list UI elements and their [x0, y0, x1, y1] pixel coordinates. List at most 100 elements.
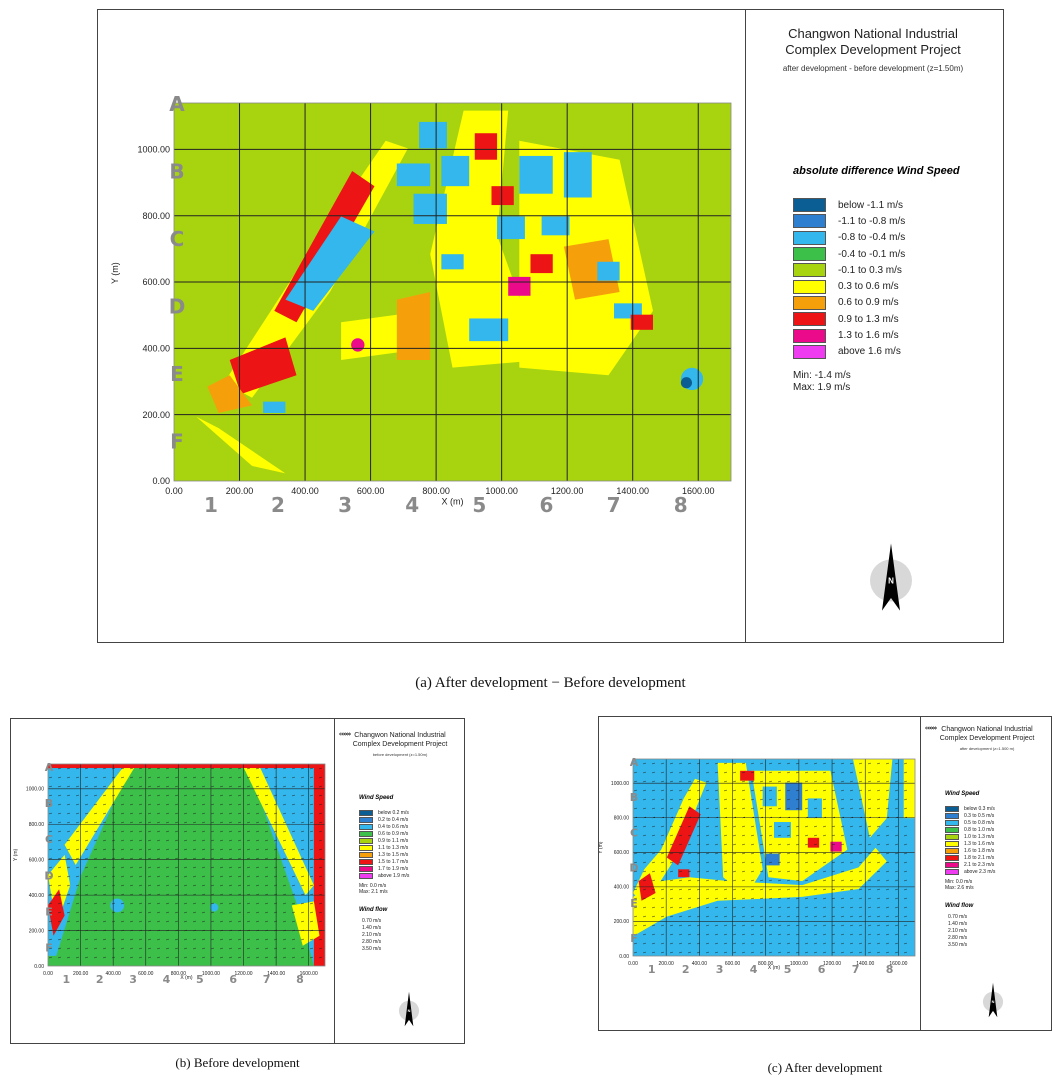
- wind-vector: [192, 794, 197, 797]
- legend-entry: 1.3 to 1.5 m/s: [359, 851, 461, 858]
- wind-vector: [84, 848, 89, 851]
- wind-vector: [813, 879, 818, 882]
- wind-vector: [192, 839, 197, 842]
- wind-vector: [120, 848, 125, 851]
- wind-vector: [777, 852, 782, 855]
- wind-vector: [777, 942, 782, 945]
- wind-vector: [165, 767, 170, 770]
- grid-column-label: 8: [674, 493, 688, 517]
- wind-vector: [318, 866, 323, 869]
- wind-vector: [903, 906, 908, 909]
- wind-vector: [849, 924, 854, 927]
- wind-vector: [147, 902, 152, 905]
- wind-vector: [273, 947, 278, 950]
- legend-label: above 1.6 m/s: [838, 346, 901, 358]
- wind-vector: [903, 789, 908, 792]
- wind-vector: [768, 852, 773, 855]
- wind-vector: [66, 911, 71, 914]
- wind-vector: [210, 920, 215, 923]
- wind-vector: [687, 933, 692, 936]
- side-panel-c: Changwon National Industrial Complex Dev…: [925, 725, 1049, 948]
- wind-vector: [246, 947, 251, 950]
- wind-vector: [849, 897, 854, 900]
- wind-vector: [759, 789, 764, 792]
- wind-vector: [264, 902, 269, 905]
- wind-vector: [228, 839, 233, 842]
- wind-vector: [174, 866, 179, 869]
- wind-vector: [93, 875, 98, 878]
- wind-vector: [885, 951, 890, 954]
- wind-vector: [831, 879, 836, 882]
- wind-vector: [705, 861, 710, 864]
- wind-vector: [633, 897, 638, 900]
- wind-vector: [723, 906, 728, 909]
- wind-vector: [885, 762, 890, 765]
- flow-legend-label: 0.70 m/s: [948, 913, 968, 920]
- wind-vector: [885, 861, 890, 864]
- wind-vector: [192, 785, 197, 788]
- wind-vector: [840, 834, 845, 837]
- wind-vector: [858, 762, 863, 765]
- wind-vector: [174, 947, 179, 950]
- legend-label: 1.5 to 1.7 m/s: [378, 858, 409, 865]
- wind-vector: [669, 843, 674, 846]
- wind-vector: [318, 794, 323, 797]
- wind-vector: [669, 897, 674, 900]
- wind-vector: [102, 794, 107, 797]
- wind-vector: [165, 911, 170, 914]
- heatmap-patch: [110, 898, 125, 913]
- wind-vector: [633, 888, 638, 891]
- heatmap-patch: [263, 401, 286, 413]
- wind-vector: [264, 866, 269, 869]
- legend-entry: -1.1 to -0.8 m/s: [793, 213, 993, 229]
- wind-vector: [705, 825, 710, 828]
- wind-vector: [750, 771, 755, 774]
- wind-vector: [255, 875, 260, 878]
- wind-vector: [633, 879, 638, 882]
- wind-vector: [768, 861, 773, 864]
- wind-vector: [138, 947, 143, 950]
- wind-vector: [732, 843, 737, 846]
- wind-vector: [759, 888, 764, 891]
- wind-vector: [633, 870, 638, 873]
- wind-vector: [282, 902, 287, 905]
- wind-vector: [651, 834, 656, 837]
- wind-vector: [228, 866, 233, 869]
- wind-vector: [813, 861, 818, 864]
- wind-vector: [840, 906, 845, 909]
- grid-column-label: 5: [784, 963, 792, 976]
- wind-vector: [840, 933, 845, 936]
- wind-vector: [831, 933, 836, 936]
- wind-vector: [651, 888, 656, 891]
- wind-vector: [669, 771, 674, 774]
- grid-row-label: E: [45, 905, 53, 918]
- wind-vector: [66, 785, 71, 788]
- wind-vector: [660, 861, 665, 864]
- wind-vector: [651, 807, 656, 810]
- wind-vector: [867, 942, 872, 945]
- wind-vector: [732, 861, 737, 864]
- wind-vector: [84, 812, 89, 815]
- wind-vector: [255, 821, 260, 824]
- heatmap-patch: [469, 318, 509, 342]
- x-tick-label: 1400.00: [616, 486, 649, 496]
- wind-vector: [678, 933, 683, 936]
- x-tick-label: 1000.00: [485, 486, 518, 496]
- wind-vector: [858, 888, 863, 891]
- wind-vector: [777, 897, 782, 900]
- wind-vector: [777, 843, 782, 846]
- legend-label: 0.6 to 0.9 m/s: [378, 830, 409, 837]
- wind-vectors: [48, 767, 323, 959]
- wind-vector: [183, 776, 188, 779]
- wind-vector: [93, 866, 98, 869]
- wind-vector: [111, 794, 116, 797]
- wind-vector: [750, 762, 755, 765]
- wind-vector: [147, 947, 152, 950]
- wind-vector: [309, 812, 314, 815]
- wind-vector: [129, 902, 134, 905]
- wind-vector: [183, 956, 188, 959]
- wind-vector: [732, 852, 737, 855]
- legend-swatch: [359, 858, 373, 865]
- wind-vector: [165, 938, 170, 941]
- legend-label: 0.9 to 1.1 m/s: [378, 837, 409, 844]
